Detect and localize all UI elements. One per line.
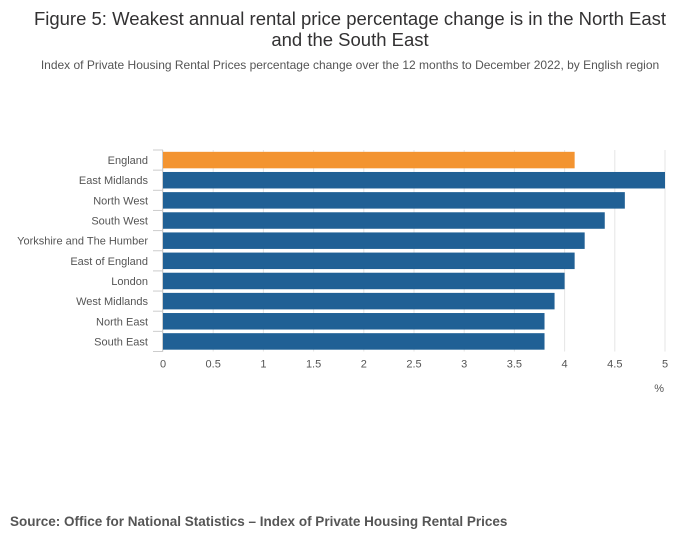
category-label: Yorkshire and The Humber [17,236,148,248]
category-label: North West [93,195,148,207]
bar-north-west [163,192,625,209]
x-tick-label: 3 [461,359,467,371]
x-tick-label: 3.5 [507,359,522,371]
x-axis-unit-label: % [654,383,664,395]
x-tick-label: 2.5 [406,359,421,371]
x-tick-label: 1.5 [306,359,321,371]
bar-chart: England East Midlands North West South West… [17,149,668,395]
source-note: Source: Office for National Statistics –… [10,514,508,529]
bar-east-midlands [163,171,665,189]
category-label: London [111,276,148,288]
category-labels: England East Midlands North West South West… [17,155,148,348]
x-tick-label: 4 [562,359,568,371]
chart-subtitle: Index of Private Housing Rental Prices p… [40,58,660,72]
x-tick-label: 0 [160,359,166,371]
x-tick-label: 2 [361,359,367,371]
chart-title: Figure 5: Weakest annual rental price pe… [33,8,667,50]
category-label: North East [96,316,148,328]
category-label: West Midlands [76,296,148,308]
bar-north-east [163,313,545,330]
category-label: South East [94,336,148,348]
bar-south-west [163,212,605,229]
bar-london [163,272,565,290]
x-tick-label: 0.5 [206,359,221,371]
x-tick-label: 5 [662,359,668,371]
bar-yorkshire-and-the-humber [163,232,585,249]
x-axis-ticks: 0 0.5 1 1.5 2 2.5 3 3.5 4 4.5 5 [160,359,668,371]
bar-south-east [163,333,545,350]
category-label: East of England [70,256,148,268]
bar-east-of-england [163,252,575,270]
category-label: South West [91,216,148,228]
bars [163,151,665,350]
bar-england [163,151,575,169]
category-label: England [108,155,148,167]
x-tick-label: 1 [260,359,266,371]
bar-west-midlands [163,292,555,310]
x-tick-label: 4.5 [607,359,622,371]
category-label: East Midlands [79,175,149,187]
